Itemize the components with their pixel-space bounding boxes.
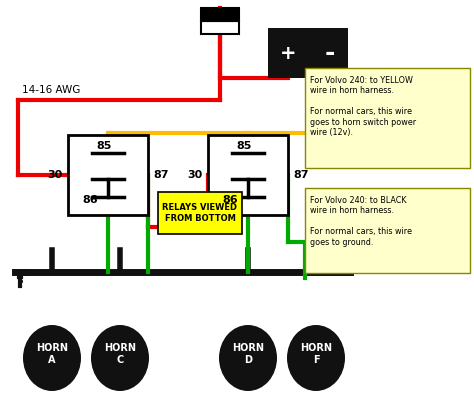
Bar [68, 135, 148, 215]
Ellipse shape [23, 325, 81, 391]
Text: RELAYS VIEWED
FROM BOTTOM: RELAYS VIEWED FROM BOTTOM [163, 203, 237, 223]
Bar [201, 21, 239, 34]
Text: 87: 87 [153, 170, 168, 180]
Text: 14-16 AWG: 14-16 AWG [22, 85, 81, 95]
Text: 85: 85 [96, 141, 112, 151]
Bar [305, 68, 470, 168]
Text: 30: 30 [48, 170, 63, 180]
Text: 87: 87 [293, 170, 309, 180]
Text: 86: 86 [82, 195, 98, 205]
Text: HORN
F: HORN F [300, 343, 332, 365]
Bar [158, 192, 242, 234]
Text: HORN
D: HORN D [232, 343, 264, 365]
Text: 86: 86 [222, 195, 238, 205]
Bar [305, 188, 470, 273]
Bar [268, 28, 348, 78]
Bar [208, 135, 288, 215]
Text: +: + [280, 43, 296, 63]
Text: 30: 30 [188, 170, 203, 180]
Text: For Volvo 240: to BLACK
wire in horn harness.

For normal cars, this wire
goes t: For Volvo 240: to BLACK wire in horn har… [310, 196, 412, 247]
Text: For Volvo 240: to YELLOW
wire in horn harness.

For normal cars, this wire
goes : For Volvo 240: to YELLOW wire in horn ha… [310, 76, 416, 137]
Ellipse shape [287, 325, 345, 391]
Text: 85: 85 [237, 141, 252, 151]
Text: -: - [325, 41, 335, 65]
Text: HORN
C: HORN C [104, 343, 136, 365]
Text: 25A: 25A [211, 10, 229, 19]
Ellipse shape [219, 325, 277, 391]
Text: HORN
A: HORN A [36, 343, 68, 365]
Ellipse shape [91, 325, 149, 391]
Bar [201, 8, 239, 21]
Text: FUSE: FUSE [208, 23, 232, 32]
